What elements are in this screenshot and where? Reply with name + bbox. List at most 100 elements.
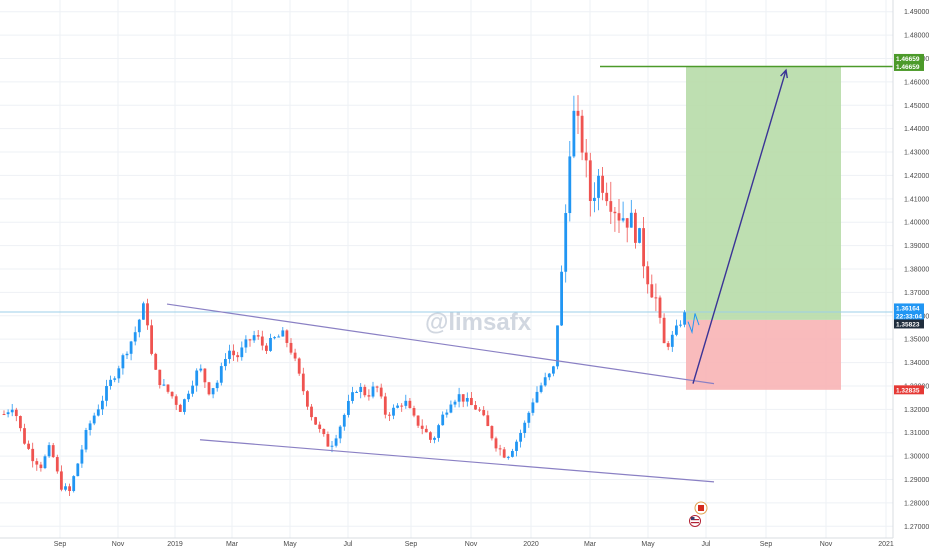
candle-body: [588, 160, 592, 201]
candle-body: [84, 430, 88, 450]
candle-body: [174, 396, 178, 405]
candle-body: [363, 386, 367, 396]
candle-body: [314, 417, 317, 425]
candle-body: [441, 414, 445, 426]
price-tag-label: 1.36164: [896, 305, 920, 312]
candle-body: [322, 428, 326, 435]
price-tick-label: 1.38000: [904, 267, 929, 274]
candle-body: [654, 297, 658, 299]
candle-body: [371, 386, 375, 397]
time-tick-label: 2021: [878, 541, 894, 548]
price-tick-label: 1.45000: [904, 103, 929, 110]
candle-body: [613, 211, 617, 214]
candle-body: [445, 412, 449, 415]
candle-body: [670, 334, 674, 347]
candle-body: [650, 284, 654, 298]
candle-body: [10, 409, 14, 413]
price-tag-bg: [894, 319, 924, 329]
candle-body: [429, 432, 432, 440]
price-tick-label: 1.37000: [904, 290, 929, 297]
candle-body: [170, 391, 174, 397]
candle-body: [289, 342, 293, 353]
candle-body: [621, 218, 625, 221]
usa-flag-canton: [691, 517, 695, 520]
candle-body: [457, 394, 461, 402]
time-tick-label: 2020: [523, 541, 539, 548]
candle-body: [511, 450, 514, 457]
candle-body: [420, 425, 424, 429]
recent-price-action: [687, 313, 700, 335]
candle-body: [416, 415, 420, 426]
candle-body: [43, 456, 47, 469]
candle-body: [88, 423, 92, 431]
upper-channel-trendline[interactable]: [166, 303, 715, 385]
price-tick-label: 1.30000: [904, 454, 929, 461]
candle-body: [105, 386, 108, 401]
price-tick-label: 1.44000: [904, 126, 929, 133]
candle-body: [642, 228, 645, 267]
candle-body: [539, 385, 543, 392]
time-tick-label: Sep: [54, 541, 67, 548]
candle-body: [453, 401, 457, 405]
candle-body: [72, 476, 76, 492]
lower-channel-trendline[interactable]: [199, 439, 715, 483]
price-tag-label: 22:33:04: [896, 313, 922, 320]
candle-body: [675, 325, 678, 335]
projection-arrowhead[interactable]: [780, 68, 788, 79]
candle-body: [601, 175, 604, 193]
usa-flag-icon[interactable]: [689, 515, 701, 527]
candle-body: [60, 471, 63, 490]
price-axis[interactable]: 1.27000 1.28000 1.29000 1.30000 1.31000 1.320…: [892, 0, 929, 538]
candle-body: [101, 400, 104, 410]
price-tag-bg: [894, 311, 924, 321]
candle-body: [379, 387, 383, 397]
time-tick-label: May: [641, 541, 655, 548]
candle-body: [269, 338, 272, 351]
event-icons[interactable]: [689, 501, 708, 527]
candle-body: [359, 386, 363, 392]
time-tick-label: Nov: [112, 541, 125, 548]
candle-body: [199, 368, 203, 371]
candle-body: [318, 424, 322, 429]
candle-body: [646, 266, 650, 285]
candle-body: [523, 422, 527, 433]
price-tick-label: 1.49000: [904, 9, 929, 16]
candle-body: [19, 416, 22, 429]
candle-body: [576, 110, 580, 116]
candle-body: [527, 412, 531, 423]
time-tick-label: Nov: [820, 541, 833, 548]
candle-body: [297, 358, 301, 374]
candle-body: [662, 317, 666, 344]
candle-body: [498, 448, 502, 450]
candle-body: [277, 336, 281, 338]
candle-body: [14, 409, 18, 417]
candle-body: [543, 377, 547, 386]
time-axis[interactable]: Sep Nov 2019 Mar May Jul Sep Nov 2020 Mar May Jul Se…: [0, 537, 894, 548]
candle-body: [326, 434, 330, 447]
target-zone: [686, 66, 841, 320]
projection-arrow[interactable]: [687, 68, 788, 384]
time-tick-label: Jul: [702, 541, 711, 548]
candle-body: [285, 330, 289, 343]
candle-body: [265, 345, 268, 351]
projection-arrow-line[interactable]: [692, 69, 787, 384]
trendlines[interactable]: [166, 303, 715, 483]
canada-flag-icon[interactable]: [694, 501, 708, 515]
candle-body: [47, 445, 51, 457]
candle-body: [301, 373, 305, 392]
price-tick-label: 1.48000: [904, 33, 929, 40]
candle-body: [166, 384, 170, 392]
candle-body: [666, 343, 670, 347]
price-tag-bg: [894, 61, 924, 71]
candle-body: [150, 325, 153, 354]
price-tick-label: 1.32000: [904, 407, 929, 414]
candle-body: [679, 324, 682, 326]
candle-body: [535, 391, 539, 403]
price-tick-label: 1.41000: [904, 196, 929, 203]
candle-body: [515, 441, 518, 451]
candle-body: [252, 335, 256, 341]
candle-body: [556, 325, 559, 367]
